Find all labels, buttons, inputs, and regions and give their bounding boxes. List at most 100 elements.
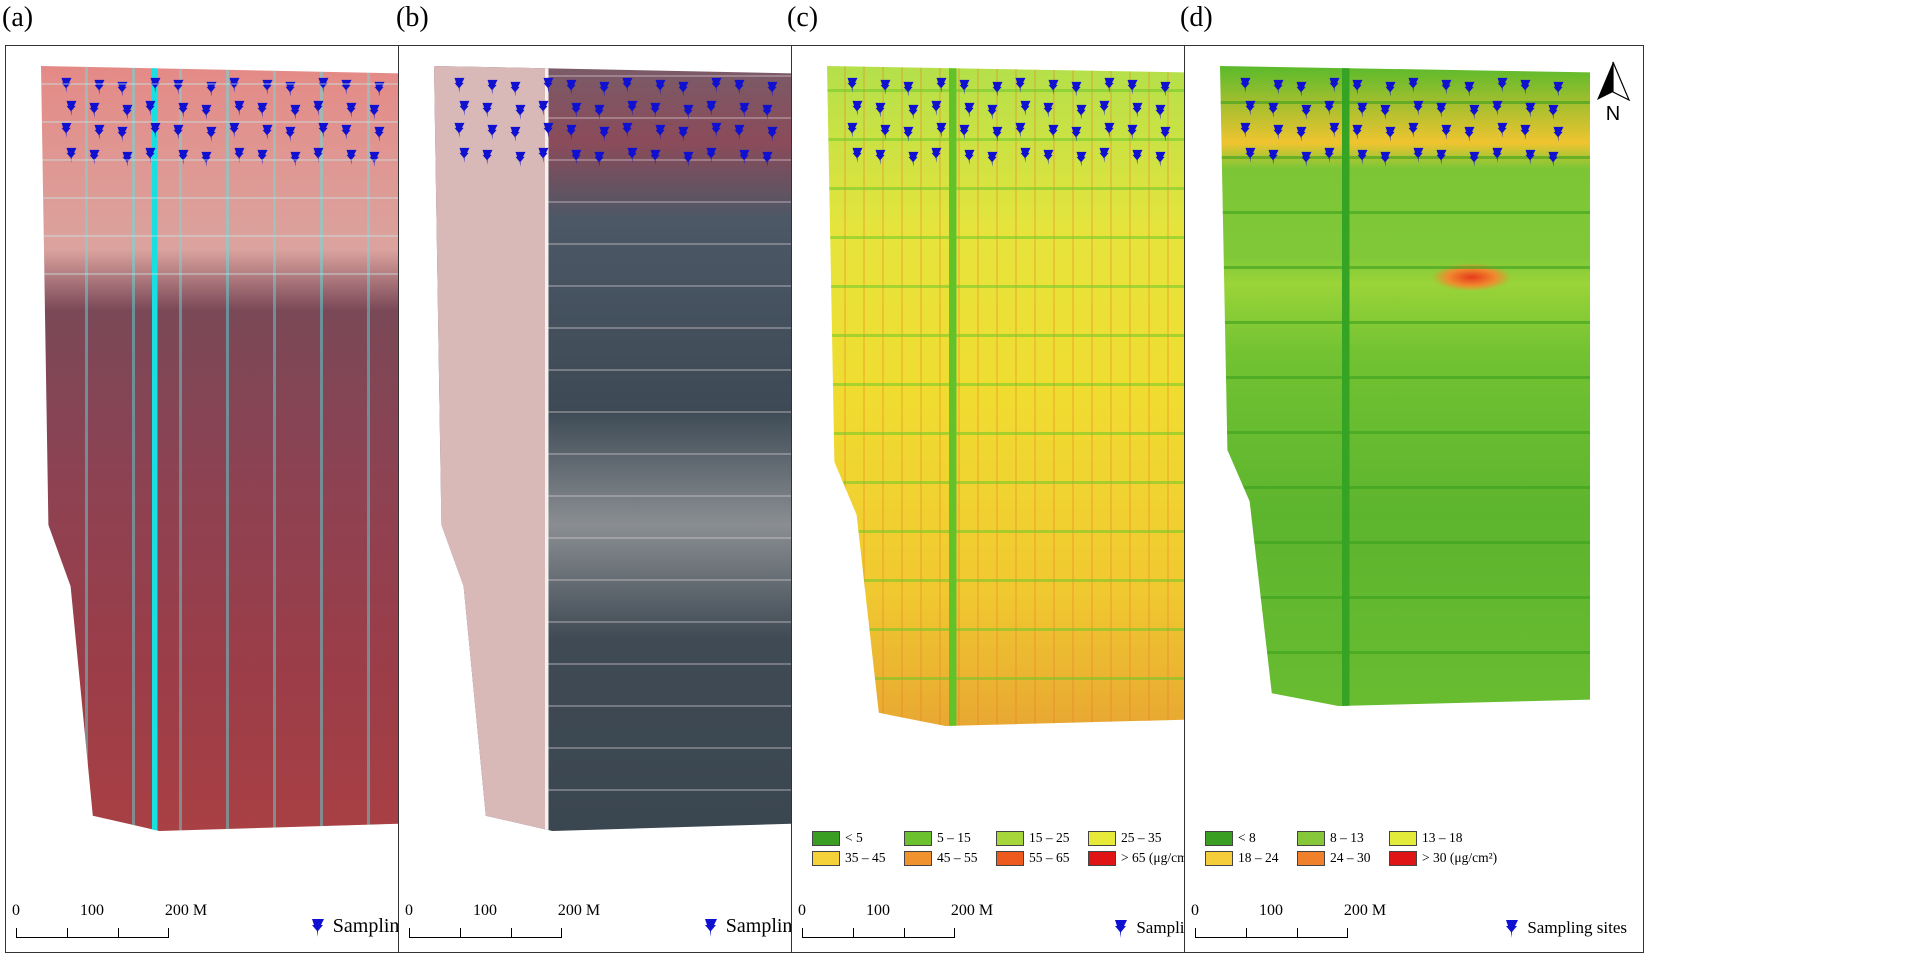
sampling-site-pin-icon	[1355, 101, 1370, 123]
map-image-c	[827, 66, 1197, 726]
legend-swatch	[996, 850, 1024, 866]
sampling-site-pin-icon	[1158, 125, 1173, 147]
sampling-site-pin-icon	[204, 80, 219, 102]
sampling-site-pin-icon	[541, 121, 556, 143]
sampling-site-pin-icon	[1130, 148, 1145, 170]
scale-label-100: 100	[80, 902, 104, 919]
sampling-site-pin-icon	[283, 80, 298, 102]
sampling-site-pin-icon	[873, 101, 888, 123]
sampling-site-pin-icon	[929, 99, 944, 121]
sampling-site-pin-icon	[1462, 125, 1477, 147]
sampling-site-pin-icon	[204, 125, 219, 147]
sampling-site-pin-icon	[878, 123, 893, 145]
sampling-site-pin-icon	[1299, 150, 1314, 172]
sampling-site-pin-icon	[1378, 103, 1393, 125]
scale-label-0: 0	[12, 902, 20, 919]
sampling-site-pin-icon	[59, 121, 74, 143]
map-image-d	[1220, 66, 1590, 706]
sampling-site-pin-icon	[1322, 99, 1337, 121]
sampling-site-pin-icon	[536, 99, 551, 121]
sampling-site-pin-icon	[1102, 121, 1117, 143]
sampling-site-pin-icon	[732, 78, 747, 100]
sampling-site-pin-icon	[901, 80, 916, 102]
sampling-site-pin-icon	[1322, 146, 1337, 168]
sampling-site-pin-icon	[1434, 148, 1449, 170]
sampling-site-pin-icon	[1074, 150, 1089, 172]
scale-label-200: 200 M	[557, 902, 601, 919]
legend-item: 25 – 35	[1088, 830, 1180, 846]
sampling-sites-legend: Sampling sites	[1503, 918, 1627, 938]
sampling-site-pin-icon	[457, 146, 472, 168]
legend-item: 13 – 18	[1389, 830, 1481, 846]
sampling-site-pin-icon	[1350, 78, 1365, 100]
sampling-site-pin-icon	[143, 146, 158, 168]
sampling-site-pin-icon	[227, 121, 242, 143]
sampling-site-pin-icon	[962, 101, 977, 123]
sampling-site-pin-icon	[1523, 148, 1538, 170]
sampling-site-pin-icon	[1069, 125, 1084, 147]
legend-item: < 5	[812, 830, 904, 846]
legend-item: > 30 (μg/cm²)	[1389, 850, 1499, 866]
sampling-site-pin-icon	[957, 123, 972, 145]
sampling-site-pin-icon	[653, 123, 668, 145]
sampling-site-pin-icon	[260, 78, 275, 100]
panel-label-c: (c)	[787, 2, 819, 33]
sampling-site-pin-icon	[1350, 123, 1365, 145]
sampling-site-pin-icon	[1299, 103, 1314, 125]
scale-label-100: 100	[1259, 902, 1283, 919]
sampling-site-pin-icon	[985, 150, 1000, 172]
sampling-site-pin-icon	[148, 76, 163, 98]
sampling-site-pin-icon	[92, 123, 107, 145]
sampling-site-pin-icon	[339, 123, 354, 145]
sampling-site-pin-icon	[1102, 76, 1117, 98]
sampling-site-pin-icon	[513, 150, 528, 172]
scale-bar: 0 100 200 M	[405, 888, 609, 938]
legend-swatch	[1088, 850, 1116, 866]
legend-swatch	[1205, 830, 1233, 846]
sampling-site-pin-icon	[1551, 80, 1566, 102]
sampling-site-pin-icon	[480, 101, 495, 123]
scale-label-0: 0	[1191, 902, 1199, 919]
sampling-site-pin-icon	[620, 76, 635, 98]
sampling-site-pin-icon	[344, 101, 359, 123]
sampling-site-pin-icon	[339, 78, 354, 100]
sampling-site-pin-icon	[372, 80, 387, 102]
sampling-site-pin-icon	[176, 148, 191, 170]
sampling-site-pin-icon	[1490, 146, 1505, 168]
sampling-site-pin-icon	[1518, 123, 1533, 145]
sampling-site-pin-icon	[1041, 101, 1056, 123]
scale-label-0: 0	[405, 902, 413, 919]
sampling-site-pin-icon	[1490, 99, 1505, 121]
legend-swatch	[996, 830, 1024, 846]
sampling-site-pin-icon	[878, 78, 893, 100]
sampling-site-pin-icon	[1411, 99, 1426, 121]
panel-b: N 0 100 200 M Sampling sites	[398, 45, 860, 953]
sampling-site-pin-icon	[1046, 123, 1061, 145]
sampling-site-pin-icon	[316, 121, 331, 143]
sampling-site-pin-icon	[990, 80, 1005, 102]
sampling-site-pin-icon	[765, 80, 780, 102]
sampling-site-pin-icon	[648, 148, 663, 170]
sampling-site-pin-icon	[1125, 78, 1140, 100]
sampling-site-pin-icon	[985, 103, 1000, 125]
sampling-site-pin-icon	[59, 76, 74, 98]
sampling-site-pin-icon	[1041, 148, 1056, 170]
sampling-site-pin-icon	[283, 125, 298, 147]
sampling-site-pin-icon	[564, 78, 579, 100]
sampling-site-pin-icon	[1046, 78, 1061, 100]
scale-bar: 0 100 200 M	[12, 888, 216, 938]
map-image-b	[434, 66, 804, 831]
sampling-site-pin-icon	[480, 148, 495, 170]
sampling-site-pin-icon	[1467, 150, 1482, 172]
sampling-site-pin-icon	[1406, 76, 1421, 98]
sampling-site-pin-icon	[569, 148, 584, 170]
sampling-site-pin-icon	[1467, 103, 1482, 125]
sampling-site-pin-icon	[1018, 146, 1033, 168]
sampling-site-pin-icon	[564, 123, 579, 145]
sampling-site-pin-icon	[709, 76, 724, 98]
legend-d: < 8 8 – 13 13 – 18 18 – 24 24 – 30 > 30 …	[1205, 830, 1525, 870]
sampling-site-pin-icon	[1439, 123, 1454, 145]
legend-swatch	[812, 850, 840, 866]
sampling-site-pin-icon	[597, 125, 612, 147]
sampling-site-pin-icon	[1013, 121, 1028, 143]
